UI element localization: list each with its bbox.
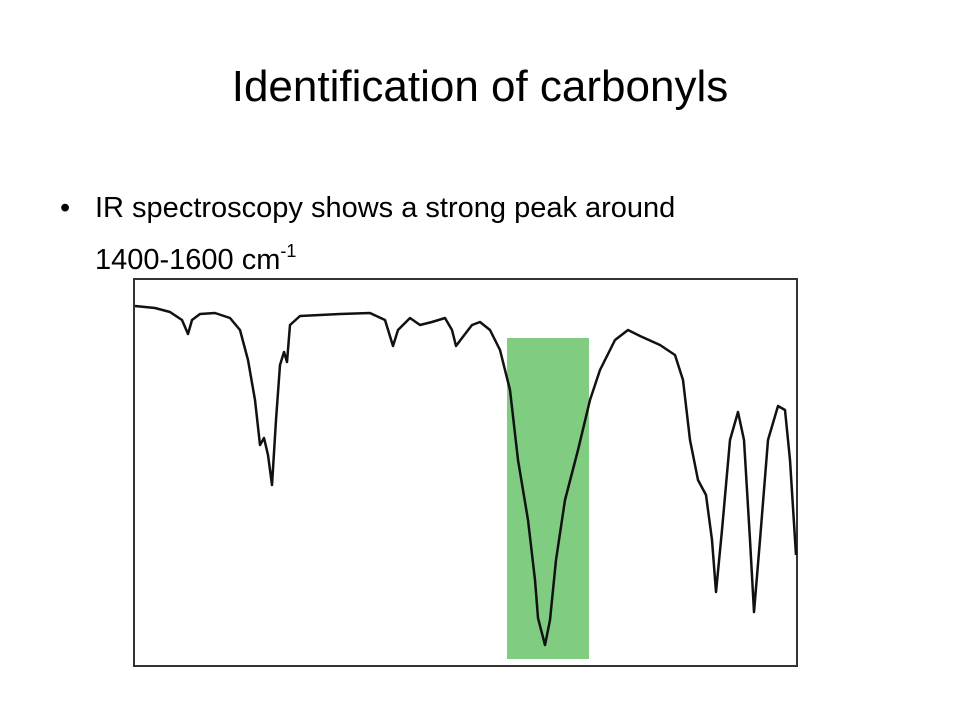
slide-title: Identification of carbonyls <box>231 62 729 111</box>
bullet-text: IR spectroscopy shows a strong peak arou… <box>95 182 675 286</box>
bullet-line: 1400-1600 cm <box>95 244 281 276</box>
superscript: -1 <box>280 241 297 261</box>
bullet-dot: • <box>60 192 71 224</box>
bullet-line: IR spectroscopy shows a strong peak arou… <box>95 192 676 224</box>
spectrum-trace <box>134 304 798 647</box>
highlight-band <box>507 338 589 659</box>
